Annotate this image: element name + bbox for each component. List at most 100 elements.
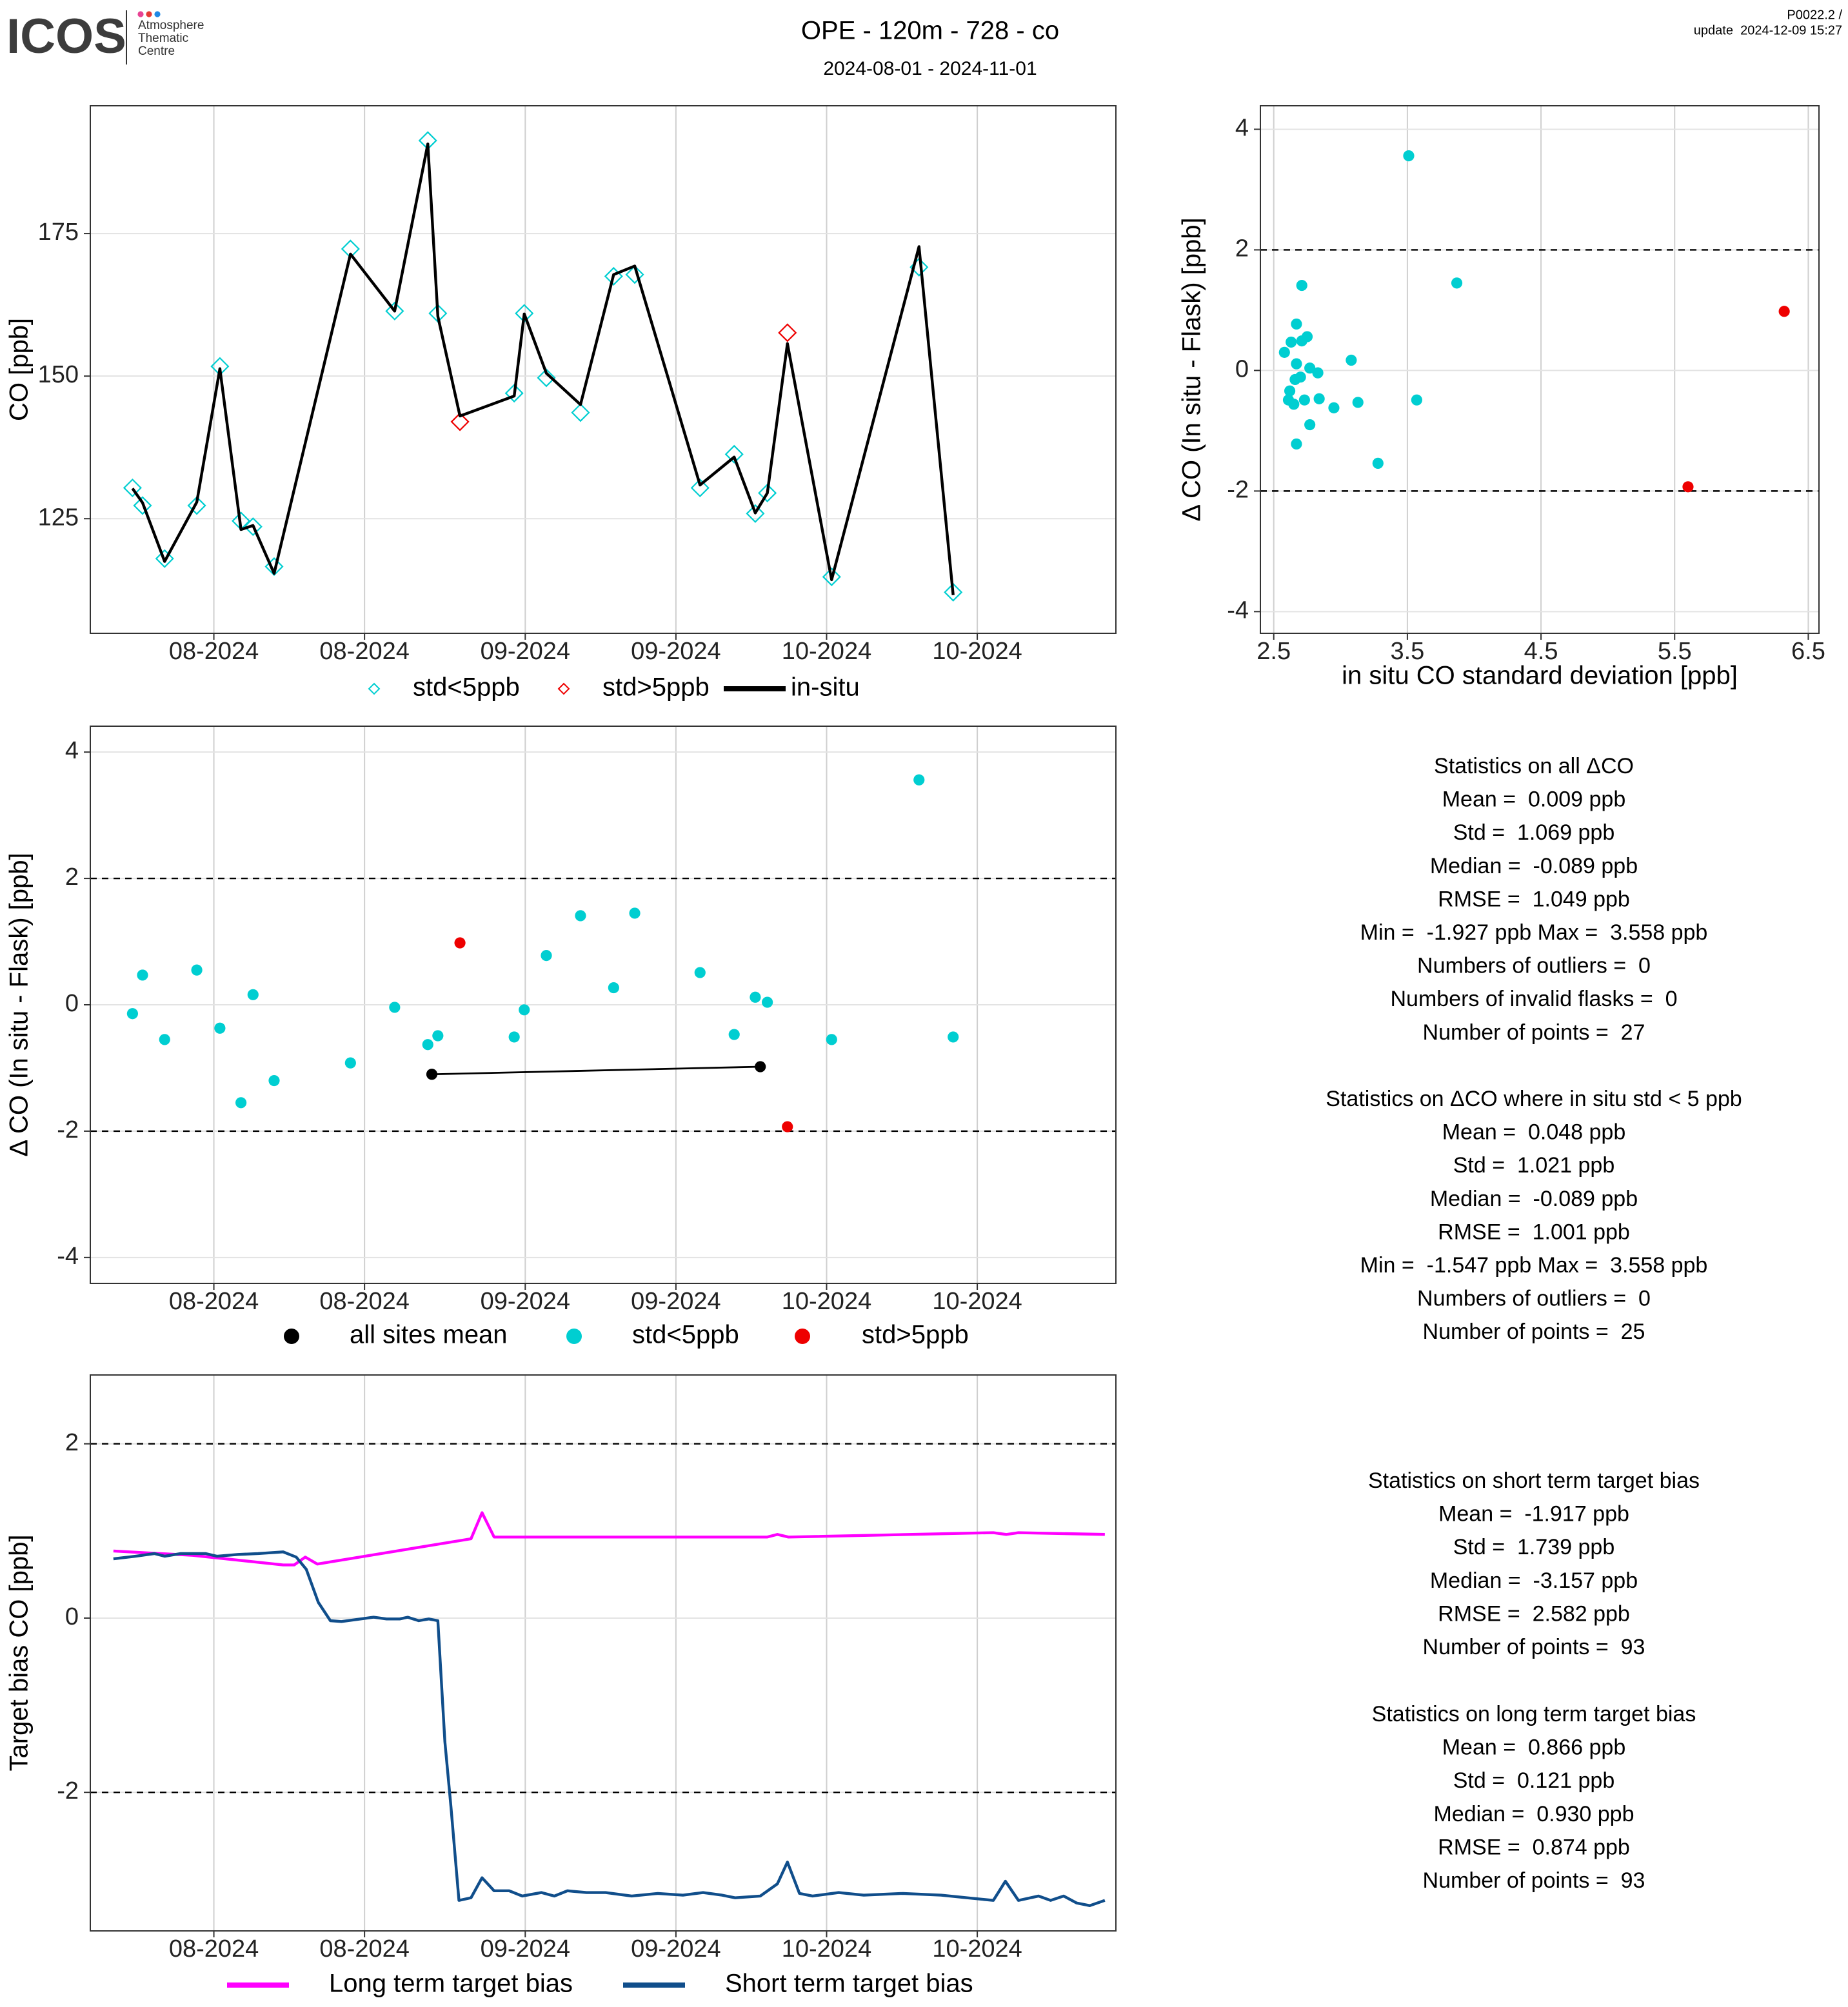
data-point bbox=[728, 1029, 740, 1040]
chart: 08-2024 08-2024 09-2024 09-2024 10-2024 10-20… bbox=[5, 1374, 1117, 1998]
stats-line: Mean = 0.866 ppb bbox=[1442, 1735, 1626, 1760]
plot-frame bbox=[90, 1374, 1117, 1932]
x-tick-label: 10-2024 bbox=[932, 638, 1022, 665]
x-tick-label: 10-2024 bbox=[782, 638, 871, 665]
data-point bbox=[1403, 150, 1415, 162]
x-tick-label: 09-2024 bbox=[481, 638, 570, 665]
stats-line: Min = -1.927 ppb Max = 3.558 ppb bbox=[1360, 920, 1708, 945]
x-tick-label: 10-2024 bbox=[782, 1935, 871, 1963]
x-tick-label: 6.5 bbox=[1791, 638, 1825, 665]
stats-heading: Statistics on all ΔCO bbox=[1434, 754, 1634, 778]
y-tick-label: 4 bbox=[1235, 114, 1249, 141]
data-point bbox=[1328, 402, 1340, 413]
stats-line: Mean = 0.048 ppb bbox=[1442, 1120, 1626, 1145]
stats-line: RMSE = 2.582 ppb bbox=[1438, 1601, 1630, 1626]
stats-line: Mean = 0.009 ppb bbox=[1442, 787, 1626, 812]
y-tick-label: -4 bbox=[57, 1243, 79, 1270]
data-point bbox=[504, 384, 524, 403]
stats-line: Numbers of outliers = 0 bbox=[1417, 1287, 1651, 1311]
data-point bbox=[344, 1057, 356, 1069]
plot-background bbox=[90, 106, 1116, 633]
data-point bbox=[126, 1008, 139, 1020]
stats-line: Number of points = 27 bbox=[1423, 1020, 1645, 1045]
x-tick-label: 2.5 bbox=[1257, 638, 1291, 665]
stats-line: Std = 1.069 ppb bbox=[1453, 820, 1615, 845]
stats-block: Statistics on all ΔCO Mean = 0.009 ppb Std… bbox=[1360, 754, 1708, 1045]
series-line bbox=[113, 1550, 1106, 1908]
legend-label: all sites mean bbox=[350, 1321, 508, 1349]
y-tick-label: -2 bbox=[57, 1116, 79, 1143]
x-tick-label: 5.5 bbox=[1658, 638, 1692, 665]
data-point bbox=[1291, 358, 1302, 370]
logo-dot bbox=[154, 11, 161, 17]
data-point bbox=[537, 368, 556, 388]
y-tick-label: 2 bbox=[1235, 235, 1249, 262]
data-point bbox=[1352, 397, 1364, 408]
data-point bbox=[1278, 346, 1290, 358]
data-point bbox=[758, 483, 777, 503]
legend-symbol bbox=[368, 682, 381, 695]
stats-heading: Statistics on ΔCO where in situ std < 5 … bbox=[1326, 1087, 1742, 1111]
data-point bbox=[1451, 277, 1463, 289]
x-tick-label: 08-2024 bbox=[169, 1935, 259, 1963]
legend-label: std<5ppb bbox=[632, 1321, 739, 1349]
legend-symbol bbox=[557, 682, 570, 695]
y-tick-label: 0 bbox=[65, 1603, 79, 1630]
stats-line: RMSE = 1.049 ppb bbox=[1438, 887, 1630, 911]
y-tick-label: 150 bbox=[38, 361, 79, 388]
data-point bbox=[235, 1097, 247, 1109]
page-subtitle: 2024-08-01 - 2024-11-01 bbox=[823, 58, 1037, 79]
stats-line: Number of points = 25 bbox=[1423, 1320, 1645, 1344]
data-point bbox=[123, 478, 142, 498]
x-tick-label: 09-2024 bbox=[631, 638, 720, 665]
data-point bbox=[519, 1004, 530, 1016]
data-point bbox=[1304, 362, 1316, 374]
y-tick-label: 0 bbox=[65, 990, 79, 1017]
stats-line: RMSE = 1.001 ppb bbox=[1438, 1220, 1630, 1244]
data-point bbox=[913, 774, 925, 786]
data-point bbox=[247, 989, 259, 1000]
y-tick-label: -2 bbox=[57, 1777, 79, 1804]
stats-line: Numbers of invalid flasks = 0 bbox=[1390, 987, 1677, 1011]
x-tick-label: 09-2024 bbox=[481, 1935, 570, 1963]
legend-label: std<5ppb bbox=[413, 673, 520, 702]
x-tick-label: 08-2024 bbox=[169, 1288, 259, 1315]
plot-background bbox=[90, 1375, 1116, 1931]
data-point bbox=[1296, 279, 1307, 292]
data-point bbox=[1288, 399, 1300, 410]
data-point bbox=[214, 1022, 226, 1034]
data-point bbox=[1291, 438, 1302, 450]
chart: 08-2024 08-2024 09-2024 09-2024 10-2024 10-20… bbox=[5, 726, 1117, 1349]
x-tick-label: 08-2024 bbox=[319, 1935, 409, 1963]
legend-label: std>5ppb bbox=[862, 1321, 969, 1349]
y-tick-label: -4 bbox=[1227, 597, 1249, 624]
x-tick-label: 09-2024 bbox=[481, 1288, 570, 1315]
series-line bbox=[432, 1065, 760, 1076]
plot-frame bbox=[1260, 105, 1820, 634]
logo-dot bbox=[146, 11, 152, 17]
y-tick-label: 0 bbox=[1235, 355, 1249, 382]
data-point bbox=[944, 582, 963, 602]
stats-heading: Statistics on long term target bias bbox=[1372, 1702, 1696, 1726]
data-point bbox=[782, 1121, 793, 1132]
update-time: update 2024-12-09 15:27 bbox=[1694, 23, 1842, 37]
data-point bbox=[948, 1031, 959, 1043]
data-point bbox=[385, 301, 404, 321]
x-tick-label: 08-2024 bbox=[319, 638, 409, 665]
stats-line: Numbers of outliers = 0 bbox=[1417, 954, 1651, 978]
data-point bbox=[450, 412, 470, 431]
y-tick-label: -2 bbox=[1227, 476, 1249, 503]
stats-line: Number of points = 93 bbox=[1423, 1868, 1645, 1893]
data-point bbox=[625, 265, 644, 284]
x-tick-label: 10-2024 bbox=[932, 1935, 1022, 1963]
x-tick-label: 08-2024 bbox=[169, 638, 259, 665]
x-tick-label: 08-2024 bbox=[319, 1288, 409, 1315]
page-title: OPE - 120m - 728 - co bbox=[801, 17, 1059, 45]
data-point bbox=[508, 1031, 520, 1043]
data-point bbox=[822, 567, 841, 587]
data-point bbox=[541, 949, 552, 962]
stats-line: Std = 1.739 ppb bbox=[1453, 1535, 1615, 1559]
data-point bbox=[571, 403, 590, 422]
